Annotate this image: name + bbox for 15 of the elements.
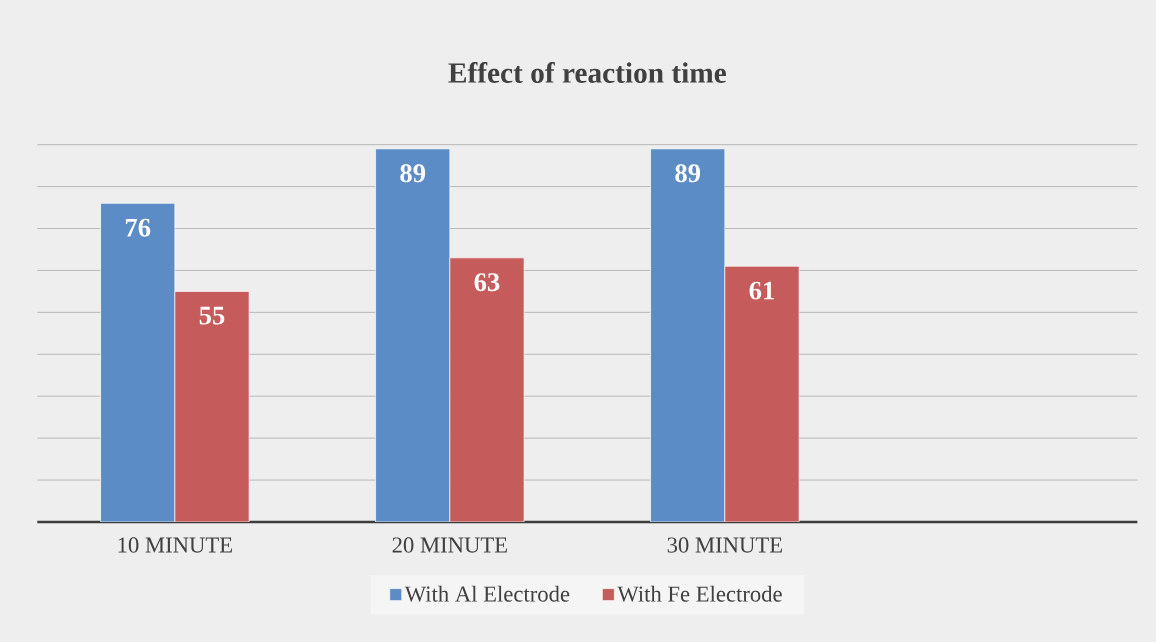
legend-label: With Al Electrode: [404, 585, 570, 602]
legend-label: With Fe Electrode: [617, 585, 782, 602]
chart-title: Effect of reaction time: [448, 61, 726, 83]
bar: [100, 203, 176, 522]
bar: [650, 148, 726, 522]
data-label: 76: [125, 218, 151, 237]
data-label: 63: [474, 273, 500, 292]
data-label: 89: [675, 164, 701, 183]
x-tick-label: 10 MINUTE: [118, 537, 232, 553]
bar: [375, 148, 451, 522]
data-label: 61: [749, 281, 774, 300]
x-tick-label: 20 MINUTE: [392, 537, 507, 553]
data-label: 89: [400, 164, 426, 183]
x-tick-label: 30 MINUTE: [667, 537, 782, 553]
data-label: 55: [199, 306, 225, 325]
